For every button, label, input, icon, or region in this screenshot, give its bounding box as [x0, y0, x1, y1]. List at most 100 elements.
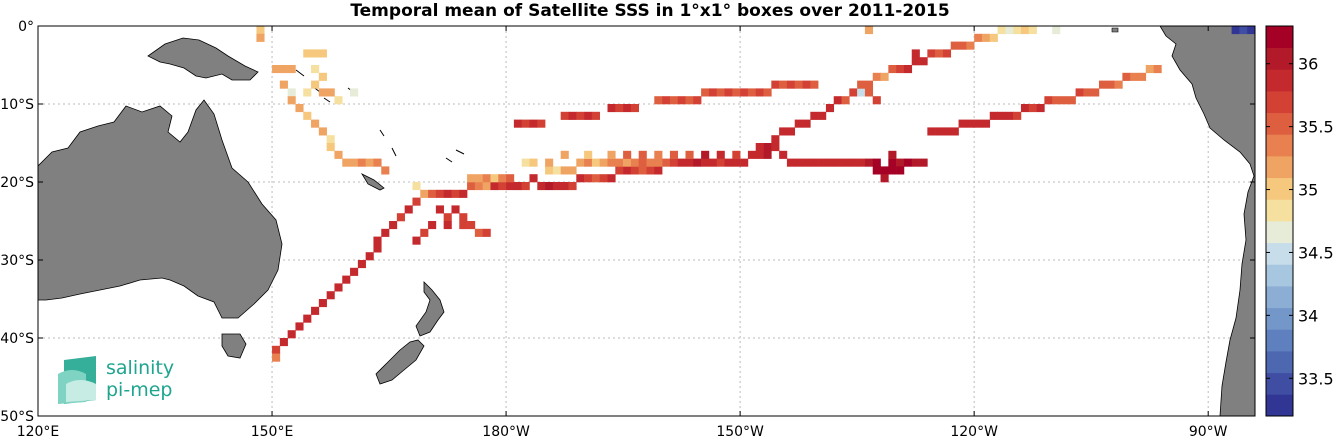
salinity-pi-mep-logo: salinity pi-mep	[58, 356, 174, 404]
y-tick-label: 40°S	[0, 331, 34, 347]
sss-cell	[623, 158, 632, 167]
sss-cell	[841, 158, 850, 167]
colorbar-tick-label: 35.5	[1298, 118, 1334, 137]
sss-cell	[833, 96, 842, 105]
sss-cell	[412, 197, 421, 206]
sss-cell	[623, 166, 632, 175]
sss-cell	[373, 158, 382, 167]
sss-cell	[256, 26, 265, 35]
sss-cell	[459, 189, 468, 198]
sss-cell	[646, 166, 655, 175]
land-new-guinea	[147, 37, 259, 81]
sss-cell	[997, 26, 1006, 35]
sss-cell	[888, 150, 897, 159]
colorbar-swatch	[1266, 199, 1293, 222]
land-south-america	[1159, 26, 1255, 416]
colorbar-swatch	[1266, 69, 1293, 92]
sss-cell	[864, 88, 874, 97]
sss-cell	[537, 119, 546, 128]
sss-cell	[552, 166, 561, 175]
sss-cell	[1137, 72, 1147, 81]
sss-cell	[818, 158, 827, 167]
sss-cell	[638, 166, 647, 175]
sss-cell	[669, 96, 679, 105]
x-axis-ticks: 120°E 150°E 180°W 150°W 120°W 90°W	[17, 26, 1228, 438]
colorbar-swatch	[1266, 91, 1293, 114]
sss-cell	[857, 88, 866, 97]
sss-cell	[560, 150, 569, 159]
sss-cell	[1302, 42, 1310, 50]
sss-cell	[576, 111, 585, 120]
map-frame	[37, 25, 1256, 417]
sss-cell	[365, 158, 374, 167]
sss-cell	[1059, 96, 1069, 105]
sss-cell	[857, 158, 866, 167]
sss-cell	[747, 88, 757, 97]
sss-cell	[1020, 104, 1030, 113]
colorbar-swatches	[1266, 26, 1293, 417]
colorbar-swatch	[1266, 26, 1293, 49]
sss-cell	[1036, 104, 1045, 113]
sss-cell	[786, 80, 796, 89]
sss-cell	[716, 158, 725, 167]
sss-cell	[779, 80, 788, 89]
sss-cell	[755, 88, 764, 97]
sss-cell	[1052, 26, 1061, 35]
sss-cell	[740, 88, 749, 97]
sss-cell	[981, 33, 991, 42]
sss-cell	[701, 158, 710, 167]
sss-cell	[350, 267, 359, 276]
sss-cell	[794, 119, 803, 128]
logo-wave-icon	[58, 356, 96, 404]
land-australia	[38, 99, 283, 319]
colorbar-swatch	[1266, 307, 1293, 330]
sss-cell	[326, 143, 335, 152]
sss-cell	[638, 150, 647, 159]
sss-cell	[927, 49, 936, 58]
sss-cell	[833, 158, 842, 167]
sss-cell	[615, 104, 624, 113]
sss-cell	[810, 158, 819, 167]
sss-cell	[747, 150, 757, 159]
sss-cell	[786, 127, 796, 136]
sss-cell	[420, 228, 429, 237]
x-tick-label: 150°E	[251, 424, 294, 438]
sss-cell	[974, 33, 983, 42]
landmasses	[38, 26, 1255, 416]
sss-cell	[506, 182, 515, 191]
sss-cell	[927, 127, 936, 136]
sss-cell	[802, 158, 811, 167]
sss-cell	[732, 158, 741, 167]
sss-cell	[482, 174, 491, 183]
sss-cell	[591, 111, 600, 120]
sss-cell	[287, 65, 296, 74]
sss-cell	[318, 72, 327, 81]
sss-cell	[989, 33, 998, 42]
sss-cell	[880, 166, 889, 175]
sss-cell	[545, 182, 554, 191]
colorbar-tick-label: 33.5	[1298, 369, 1334, 388]
sss-cell	[513, 119, 522, 128]
sss-cell	[334, 96, 343, 105]
sss-cell	[888, 158, 897, 167]
sss-cell	[311, 80, 320, 89]
sss-cell	[467, 221, 476, 230]
y-tick-label: 10°S	[0, 97, 34, 113]
sss-cell	[350, 158, 359, 167]
sss-cell	[568, 166, 577, 175]
logo-line-2: pi-mep	[106, 379, 172, 401]
sss-cell	[716, 150, 725, 159]
sss-cell	[272, 65, 281, 74]
sss-cell	[724, 158, 733, 167]
chart-title: Temporal mean of Satellite SSS in 1°x1° …	[350, 1, 949, 21]
sss-cell	[1231, 26, 1240, 35]
sss-cell	[1114, 80, 1123, 89]
sss-cell	[716, 88, 725, 97]
sss-cell	[771, 80, 780, 89]
sss-cell	[708, 158, 718, 167]
sss-cell	[1333, 88, 1341, 96]
sss-cell	[287, 96, 296, 105]
colorbar-swatch	[1266, 242, 1293, 265]
sss-cell	[1325, 81, 1333, 89]
colorbar-swatch	[1266, 351, 1293, 374]
